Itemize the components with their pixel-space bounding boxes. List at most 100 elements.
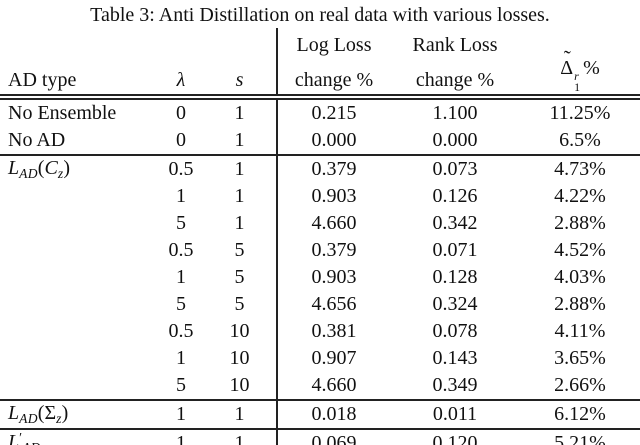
ad-type-cell	[0, 371, 159, 401]
results-table-body: No Ensemble 0 1 0.215 1.100 11.25% No AD 0 1 0.00…	[0, 96, 640, 445]
lambda-cell: 0.5	[168, 319, 194, 342]
s-cell: 10	[203, 371, 277, 401]
table-row: 5 5 4.656 0.324 2.88%	[0, 290, 640, 318]
header-spacer-s	[203, 28, 277, 57]
lambda-cell: 1	[176, 184, 186, 207]
ad-type-part: )	[63, 156, 71, 179]
s-cell: 1	[234, 101, 245, 124]
ad-type-cell	[0, 183, 159, 210]
delta-r1-cell: 2.88%	[554, 211, 606, 234]
ad-type-cell	[0, 318, 159, 345]
rank-loss-change-cell: 0.073	[432, 157, 478, 180]
delta-r1-cell: 4.52%	[554, 238, 606, 261]
column-header-rank-loss-line2: change %	[390, 57, 520, 100]
column-header-ad-type: AD type	[0, 57, 159, 100]
rank-loss-change-cell: 0.011	[390, 399, 520, 430]
table-header: Log Loss Rank Loss AD type λ s change % …	[0, 28, 640, 100]
rank-loss-change-cell: 0.126	[432, 184, 478, 207]
column-header-lambda: λ	[159, 57, 203, 100]
log-loss-change-cell: 0.018	[276, 399, 390, 430]
s-cell: 1	[203, 126, 277, 156]
rank-loss-change-cell: 0.143	[432, 346, 478, 369]
ad-type-cell	[0, 237, 159, 264]
ad-type-part: (Σ	[37, 401, 57, 424]
ad-type-part: AD	[19, 165, 38, 181]
log-loss-change-cell: 0.381	[276, 317, 390, 345]
ad-type-part: (	[37, 156, 45, 179]
header-spacer-delta	[520, 28, 640, 57]
rank-loss-change-cell: 0.120	[432, 431, 478, 445]
table-row: 1 10 0.907 0.143 3.65%	[0, 344, 640, 372]
log-loss-change-cell: 0.903	[276, 263, 390, 291]
log-loss-change-cell: 0.907	[276, 344, 390, 372]
delta-subscript: 1	[574, 79, 581, 94]
rank-loss-change-cell: 0.078	[432, 319, 478, 342]
table-row: L′AD 1 1 0.069 0.120 5.21%	[0, 428, 640, 445]
s-cell: 1	[234, 211, 245, 234]
column-header-s: s	[203, 57, 277, 100]
ad-type-cell: LAD(Cz)	[0, 155, 159, 183]
lambda-cell: 0	[159, 126, 203, 156]
ad-type-part: AD	[22, 440, 41, 445]
rank-loss-change-cell: 0.342	[432, 211, 478, 234]
lambda-cell: 5	[159, 371, 203, 401]
table-row: 5 10 4.660 0.349 2.66%	[0, 371, 640, 401]
log-loss-change-cell: 4.656	[276, 290, 390, 318]
log-loss-change-cell: 0.000	[276, 126, 390, 156]
column-header-log-loss-line2: change %	[276, 57, 390, 100]
s-cell: 5	[234, 292, 245, 315]
results-table: Log Loss Rank Loss AD type λ s change % …	[0, 28, 640, 445]
s-cell: 1	[234, 157, 245, 180]
s-cell: 1	[234, 431, 245, 445]
log-loss-change-cell: 4.660	[276, 209, 390, 237]
lambda-cell: 5	[176, 292, 186, 315]
table-row: 1 1 0.903 0.126 4.22%	[0, 182, 640, 210]
delta-r1-cell: 2.66%	[520, 371, 640, 401]
table-row: 0.5 10 0.381 0.078 4.11%	[0, 317, 640, 345]
table-row: No Ensemble 0 1 0.215 1.100 11.25%	[0, 96, 640, 127]
s-cell: 10	[229, 319, 250, 342]
delta-r1-cell: 4.73%	[554, 157, 606, 180]
rank-loss-change-cell: 0.128	[432, 265, 478, 288]
column-header-log-loss-line1: Log Loss	[276, 28, 390, 57]
lambda-cell: 1	[159, 399, 203, 430]
delta-r1-cell: 3.65%	[554, 346, 606, 369]
table-row: No AD 0 1 0.000 0.000 6.5%	[0, 126, 640, 156]
ad-type-cell	[0, 291, 159, 318]
lambda-cell: 1	[176, 431, 186, 445]
s-cell: 5	[234, 265, 245, 288]
lambda-cell: 1	[176, 346, 186, 369]
ad-type-part: L	[8, 401, 20, 424]
s-cell: 10	[229, 346, 250, 369]
ad-type-cell: No AD	[0, 126, 159, 156]
ad-type-part: z	[57, 165, 64, 181]
lambda-cell: 0.5	[168, 238, 194, 261]
delta-tilde-symbol: ˜ Δ	[560, 46, 574, 80]
ad-type-cell: No Ensemble	[0, 97, 159, 127]
ad-type-part: No Ensemble	[8, 101, 117, 124]
s-cell: 1	[203, 399, 277, 430]
delta-superscript: r	[574, 69, 579, 84]
ad-type-cell: LAD(Σz)	[0, 399, 159, 430]
rank-loss-change-cell: 0.349	[390, 371, 520, 401]
ad-type-part: )	[61, 401, 69, 424]
delta-r1-cell: 4.22%	[554, 184, 606, 207]
delta-r1-cell: 5.21%	[554, 431, 606, 445]
ad-type-cell	[0, 345, 159, 372]
delta-r1-cell: 2.88%	[554, 292, 606, 315]
header-spacer-adtype	[0, 28, 159, 57]
ad-type-part: No AD	[8, 128, 66, 151]
ad-type-part: ′	[19, 430, 23, 445]
column-header-rank-loss-line1: Rank Loss	[412, 34, 498, 56]
ad-type-part: L	[8, 156, 20, 179]
lambda-cell: 5	[176, 211, 186, 234]
table-row: LAD(Σz) 1 1 0.018 0.011 6.12%	[0, 399, 640, 430]
delta-base: Δ	[560, 57, 574, 79]
table-row: 0.5 5 0.379 0.071 4.52%	[0, 236, 640, 264]
ad-type-cell: L′AD	[0, 429, 159, 445]
delta-percent: %	[583, 57, 600, 79]
rank-loss-change-cell: 1.100	[432, 101, 478, 124]
